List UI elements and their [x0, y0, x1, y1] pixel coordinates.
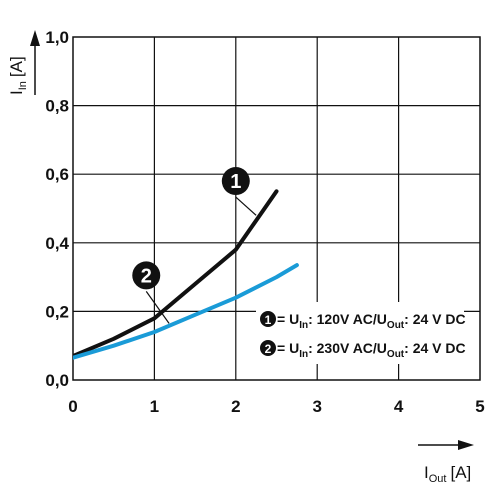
legend-item-2-end: : 24 V DC	[404, 340, 465, 356]
plot-frame	[72, 36, 481, 381]
legend-item-1-mid: : 120V AC/U	[308, 311, 387, 327]
legend-item-2-eq: = U	[277, 340, 299, 356]
y-axis-title-unit: [A]	[7, 56, 26, 77]
legend-box	[256, 302, 464, 364]
annotation-label-2: 2	[141, 265, 152, 287]
y-tick-label: 0,6	[45, 165, 69, 184]
legend-item-1-in-sub: In	[299, 320, 308, 331]
annotation-bubble-1	[221, 167, 250, 196]
annotation-leader-2	[145, 291, 170, 324]
x-tick-label: 0	[68, 397, 77, 416]
annotations: 12	[132, 167, 257, 324]
legend-item-2-out-sub: Out	[387, 349, 405, 360]
legend-marker-2	[260, 340, 276, 356]
y-axis-title-sub: In	[17, 81, 29, 90]
x-tick-label: 5	[475, 397, 484, 416]
x-axis-title-sub: Out	[429, 473, 447, 485]
x-axis-arrow-head	[458, 440, 474, 450]
x-tick-label: 2	[231, 397, 240, 416]
legend-marker-1-label: 1	[265, 313, 272, 327]
legend-item-1-eq: = U	[277, 311, 299, 327]
legend-item-2: = UIn: 230V AC/UOut: 24 V DC	[277, 340, 466, 360]
y-tick-label: 1,0	[45, 28, 69, 47]
legend-marker-1	[260, 311, 276, 327]
y-axis-title-main: I	[7, 90, 26, 95]
legend-item-2-in-sub: In	[299, 349, 308, 360]
legend-item-1-end: : 24 V DC	[404, 311, 465, 327]
series-line-1	[73, 189, 279, 358]
series-line-2	[73, 263, 299, 360]
tick-labels: 0 1 2 3 4 50,00,20,40,60,81,0	[45, 28, 484, 416]
y-tick-label: 0,4	[45, 234, 69, 253]
legend: 1 = UIn: 120V AC/UOut: 24 V DC 2 = UIn: …	[256, 302, 466, 364]
x-tick-label: 4	[394, 397, 404, 416]
series-lines	[73, 189, 299, 360]
legend-marker-2-label: 2	[265, 342, 272, 356]
x-axis-title: IOut [A]	[424, 463, 471, 485]
y-tick-label: 0,0	[45, 371, 69, 390]
x-axis-title-main: I	[424, 463, 429, 482]
x-tick-label: 1	[150, 397, 159, 416]
x-axis-title-unit: [A]	[450, 463, 471, 482]
y-tick-label: 0,8	[45, 97, 69, 116]
y-axis-title: IIn [A]	[7, 56, 29, 95]
annotation-leader-1	[235, 196, 257, 216]
y-tick-label: 0,2	[45, 302, 69, 321]
y-axis-arrow-head	[30, 30, 40, 46]
annotation-label-1: 1	[230, 171, 241, 193]
legend-item-2-mid: : 230V AC/U	[308, 340, 387, 356]
x-tick-label: 3	[312, 397, 321, 416]
legend-item-1-out-sub: Out	[387, 320, 405, 331]
legend-item-1: = UIn: 120V AC/UOut: 24 V DC	[277, 311, 466, 331]
annotation-bubble-2	[132, 261, 161, 290]
